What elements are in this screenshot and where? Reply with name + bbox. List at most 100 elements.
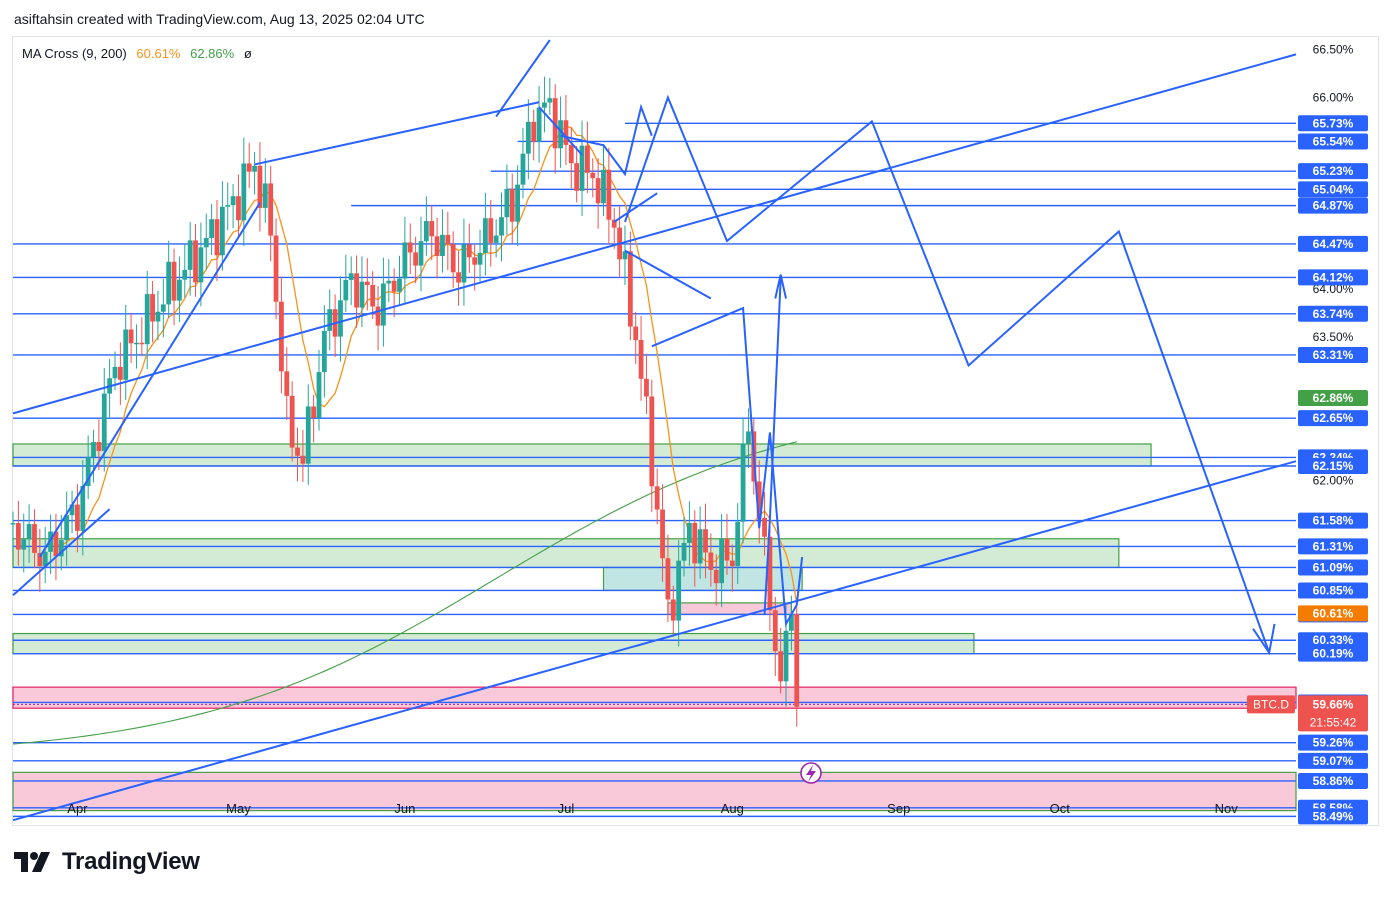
price-tag [1298,197,1368,214]
candle [359,281,365,308]
trend-line [254,101,540,166]
arrow-head [774,274,787,299]
candle [536,107,542,142]
candle [26,524,32,540]
candle [584,145,590,173]
chart-attribution: asiftahsin created with TradingView.com,… [14,11,425,27]
candle [252,165,257,172]
candle [472,257,478,265]
price-tag [1298,538,1368,555]
candle [654,486,660,510]
candle [407,242,413,253]
footer: TradingView [14,848,200,876]
price-tag-label: 62.15% [1313,459,1354,473]
candle [381,283,386,326]
trend-line [38,202,261,558]
symbol-tag [1247,695,1295,714]
x-tick-label: Jun [394,801,415,816]
candle [177,279,182,301]
candle [391,280,397,292]
candle [783,630,789,682]
trend-line [12,460,1297,822]
candle [756,481,762,518]
candle [477,252,483,265]
candle [794,613,800,707]
price-tag-label: 65.23% [1313,164,1354,178]
price-tag [1298,235,1368,252]
candle [139,342,145,345]
candle [262,183,268,208]
indicator-name: MA Cross (9, 200) [22,46,127,61]
candle [719,538,725,584]
price-tag [1298,734,1368,751]
y-tick-label: 63.50% [1313,330,1354,344]
x-tick-label: Sep [887,801,910,816]
candle [692,522,698,564]
lightning-marker[interactable] [800,762,822,784]
candle [241,163,247,221]
candle [327,309,333,331]
candle [499,217,504,236]
zone [12,771,1297,812]
arrow-head [1252,623,1276,656]
price-tag-label: 64.12% [1313,270,1354,284]
trend-line [624,94,1271,654]
price-tag [1298,458,1368,475]
zone [12,686,1297,709]
trend-line [12,508,111,596]
candle [681,542,687,561]
candle [504,188,510,218]
price-tag [1298,632,1368,649]
candle [767,536,773,611]
candle [96,442,102,451]
x-tick-label: Jul [558,801,575,816]
candle [305,406,311,464]
ma-200-tag-label: 62.86% [1313,391,1354,405]
ma-9-tag-label: 60.61% [1313,606,1354,620]
candle [703,529,708,553]
candle [466,244,472,258]
candle [338,300,343,337]
candle [182,269,188,280]
tradingview-brand: TradingView [62,848,200,875]
candle [311,406,317,418]
candle [509,188,515,222]
trend-line [538,106,583,156]
candle [10,523,16,525]
candle [85,457,91,487]
candle [193,240,198,283]
candle [611,219,617,228]
candle [230,196,236,206]
last-price-label: 59.66% [1313,697,1354,711]
candle [525,121,531,154]
countdown-label: 21:55:42 [1310,715,1357,729]
candle [531,121,537,142]
y-axis: 66.50%66.00%64.00%63.50%62.00%65.73%65.5… [1247,43,1368,825]
ma-200-line [12,441,797,745]
price-tag [1298,269,1368,286]
candle [676,560,682,621]
candle [21,539,27,550]
candle [563,120,569,145]
candle [456,272,461,283]
indicator-legend[interactable]: MA Cross (9, 200) 60.61% 62.86% ø [22,46,252,61]
candle [279,301,284,372]
x-tick-label: May [226,801,251,816]
candle [225,205,231,207]
trend-drawings [12,39,1297,822]
candle [134,342,139,345]
candle [144,294,150,345]
candle [219,206,225,256]
candle [542,102,547,108]
ma-200-tag [1298,390,1368,407]
x-axis: Apr May Jun Jul Aug Sep Oct Nov [67,801,1238,816]
price-tag [1298,346,1368,363]
candle [15,523,21,550]
candle [150,294,155,322]
candle [762,517,767,537]
last-price-tag [1298,695,1368,732]
candle [257,165,263,208]
candle [171,261,177,301]
candle [670,599,676,621]
